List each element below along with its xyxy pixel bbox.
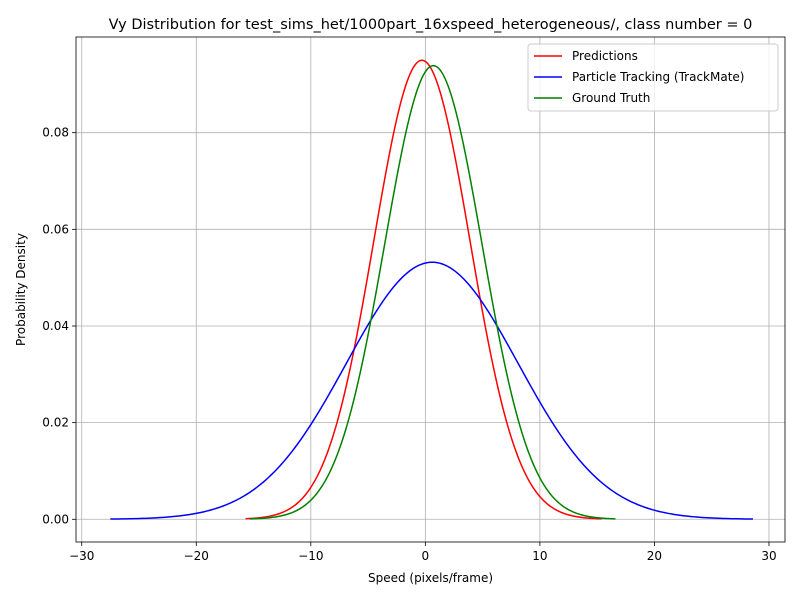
x-tick-label: −30	[69, 549, 94, 563]
legend-label: Ground Truth	[572, 91, 650, 105]
y-tick-label: 0.08	[42, 126, 69, 140]
series-line-0	[245, 59, 602, 520]
legend-box	[527, 43, 779, 112]
legend: Predictions Particle Tracking (TrackMate)…	[527, 43, 779, 112]
y-axis: 0.00 0.02 0.04 0.06 0.08	[42, 126, 76, 526]
legend-label: Particle Tracking (TrackMate)	[572, 70, 744, 84]
y-axis-label: Probability Density	[14, 233, 28, 346]
series-line-2	[250, 64, 616, 520]
x-tick-label: −10	[298, 549, 323, 563]
x-tick-label: 0	[422, 549, 430, 563]
y-tick-label: 0.06	[42, 222, 69, 236]
x-tick-label: 20	[647, 549, 662, 563]
x-axis: −30 −20 −10 0 10 20 30	[69, 542, 777, 563]
x-tick-label: −20	[184, 549, 209, 563]
y-tick-label: 0.00	[42, 512, 69, 526]
x-axis-label: Speed (pixels/frame)	[368, 571, 493, 585]
chart-title: Vy Distribution for test_sims_het/1000pa…	[109, 17, 753, 33]
y-tick-label: 0.04	[42, 319, 69, 333]
series-lines	[110, 59, 753, 520]
plot-frame	[75, 36, 786, 543]
grid	[76, 37, 785, 542]
y-tick-label: 0.02	[42, 416, 69, 430]
legend-label: Predictions	[572, 49, 638, 63]
x-tick-label: 10	[532, 549, 547, 563]
series-line-1	[110, 261, 753, 520]
x-tick-label: 30	[761, 549, 776, 563]
